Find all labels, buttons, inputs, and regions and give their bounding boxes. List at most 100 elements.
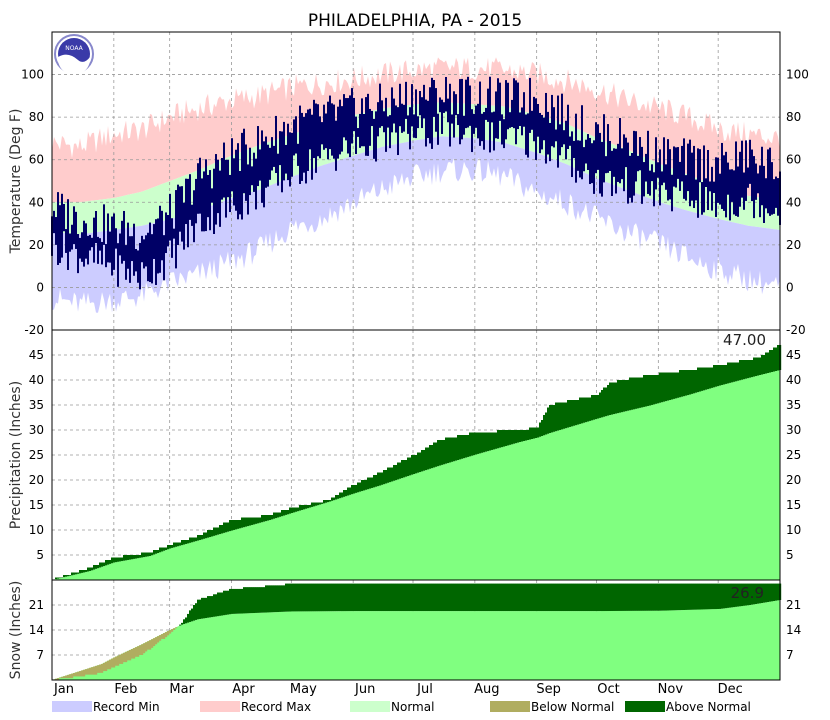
above-normal-bar [681, 370, 684, 397]
record-min-band [52, 136, 780, 313]
above-normal-bar [679, 370, 682, 398]
above-normal-bar [489, 583, 492, 612]
above-normal-bar [711, 583, 714, 610]
above-normal-bar [467, 435, 470, 457]
below-normal-bar [91, 667, 94, 675]
precipitation-panel: 5 5 10 10 15 15 20 20 25 25 30 30 35 35 40 40 45 45 Precip… [8, 330, 801, 581]
above-normal-bar [431, 445, 434, 469]
above-normal-bar [193, 605, 196, 621]
month-label-oct: Oct [597, 682, 619, 697]
above-normal-bar [187, 613, 190, 623]
above-normal-bar [475, 432, 478, 455]
above-normal-bar [477, 583, 480, 612]
above-normal-bar [417, 583, 420, 612]
above-normal-bar [487, 583, 490, 612]
above-normal-bar [183, 540, 186, 545]
above-normal-bar [63, 575, 66, 578]
above-normal-bar [675, 583, 678, 611]
above-normal-bar [55, 577, 58, 580]
above-normal-bar [709, 583, 712, 610]
above-normal-bar [75, 572, 78, 575]
above-normal-bar [261, 587, 264, 613]
above-normal-bar [553, 405, 556, 432]
below-normal-bar [61, 676, 64, 679]
below-normal-bar [59, 677, 62, 679]
above-normal-bar [579, 583, 582, 612]
above-normal-bar [309, 583, 312, 612]
above-normal-bar [459, 435, 462, 460]
above-normal-bar [355, 583, 358, 612]
above-normal-bar [331, 583, 334, 612]
above-normal-bar [551, 583, 554, 612]
above-normal-bar [243, 517, 246, 528]
above-normal-bar [383, 470, 386, 485]
above-normal-bar [633, 377, 636, 410]
above-normal-bar [555, 402, 558, 432]
above-normal-bar [651, 583, 654, 611]
above-normal-bar [157, 550, 160, 553]
above-normal-bar [593, 583, 596, 612]
above-normal-bar [389, 583, 392, 612]
above-normal-bar [667, 372, 670, 401]
above-normal-bar [189, 610, 192, 622]
above-normal-bar [375, 475, 378, 487]
below-normal-bar [83, 669, 86, 677]
above-normal-bar [697, 583, 700, 610]
above-normal-bar [607, 385, 610, 416]
above-normal-bar [369, 477, 372, 489]
snow-panel: 7 7 14 14 21 21 Snow (Inches) 26.9 [8, 580, 801, 680]
above-normal-bar [685, 370, 688, 396]
above-normal-bar [521, 430, 524, 442]
above-normal-bar [461, 435, 464, 459]
y-tick-label-left: 45 [29, 348, 44, 362]
above-normal-bar [769, 350, 772, 373]
above-normal-bar [231, 520, 234, 531]
above-normal-bar [719, 583, 722, 609]
above-normal-bar [211, 530, 214, 537]
above-normal-bar [361, 480, 364, 492]
y-tick-label-left: 5 [36, 548, 44, 562]
above-normal-bar [369, 583, 372, 612]
y-tick-label-right: 14 [786, 623, 801, 637]
above-normal-bar [259, 587, 262, 613]
above-normal-bar [379, 472, 382, 486]
above-normal-bar [183, 619, 186, 624]
above-normal-bar [243, 587, 246, 614]
below-normal-bar [127, 650, 130, 661]
above-normal-bar [275, 512, 278, 519]
above-normal-bar [583, 583, 586, 612]
above-normal-bar [495, 432, 498, 449]
above-normal-bar [599, 583, 602, 612]
above-normal-bar [539, 422, 542, 437]
above-normal-bar [247, 587, 250, 614]
above-normal-bar [295, 583, 298, 612]
above-normal-bar [257, 517, 260, 524]
above-normal-bar [431, 583, 434, 612]
above-normal-bar [393, 583, 396, 612]
above-normal-bar [359, 583, 362, 612]
above-normal-bar [397, 583, 400, 612]
below-normal-bar [81, 670, 84, 677]
above-normal-bar [203, 532, 206, 539]
above-normal-bar [291, 583, 294, 612]
y-tick-label-right: 40 [786, 373, 801, 387]
above-normal-bar [501, 430, 504, 448]
above-normal-bar [519, 583, 522, 612]
above-normal-bar [655, 583, 658, 611]
above-normal-bar [69, 575, 72, 576]
above-normal-bar [305, 583, 308, 612]
y-tick-label-right: 100 [786, 68, 809, 82]
above-normal-bar [755, 583, 758, 604]
y-tick-label-left: 60 [29, 153, 44, 167]
above-normal-bar [683, 583, 686, 610]
above-normal-bar [623, 380, 626, 412]
above-normal-bar [323, 500, 326, 504]
above-normal-bar [567, 400, 570, 428]
above-normal-bar [561, 402, 564, 430]
above-normal-bar [371, 477, 374, 488]
above-normal-bar [345, 490, 348, 497]
above-normal-bar [533, 583, 536, 612]
above-normal-bar [775, 583, 778, 601]
above-normal-bar [693, 583, 696, 610]
above-normal-bar [85, 570, 88, 572]
